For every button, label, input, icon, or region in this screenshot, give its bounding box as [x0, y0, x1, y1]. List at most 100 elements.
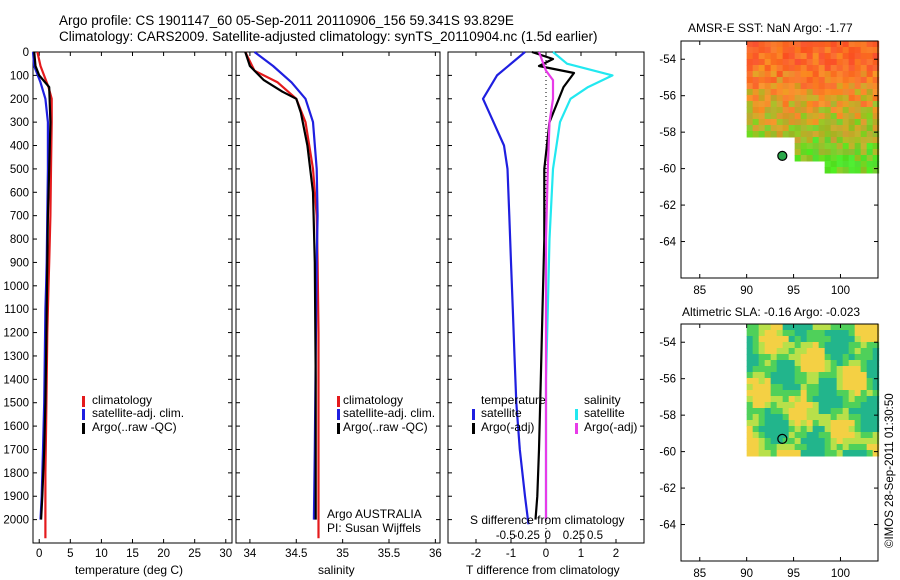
- map-cell: [854, 143, 862, 150]
- map-cell: [854, 444, 862, 451]
- map-cell: [854, 432, 862, 439]
- map-cell: [758, 360, 766, 367]
- map-frame: [680, 323, 879, 562]
- map-cell: [812, 83, 820, 90]
- map-cell: [848, 119, 856, 126]
- map-cell: [848, 420, 856, 427]
- map-cell: [746, 414, 754, 421]
- map-cell: [866, 366, 874, 373]
- map-cell: [806, 384, 814, 391]
- map-cell: [788, 47, 796, 54]
- map-cell: [800, 378, 808, 385]
- map-cell: [836, 131, 844, 138]
- x-tick-label: 36: [429, 548, 442, 560]
- map-cell: [872, 348, 880, 355]
- map-cell: [812, 360, 820, 367]
- map-cell: [830, 71, 838, 78]
- map-cell: [782, 125, 790, 132]
- depth-tick-label: 1600: [3, 421, 29, 433]
- series-t-satellite: [481, 51, 530, 525]
- map-cell: [746, 131, 754, 138]
- legend-swatch: [82, 423, 85, 434]
- map-cell: [788, 113, 796, 120]
- map-cell: [854, 101, 862, 108]
- map-cell: [776, 354, 784, 361]
- map-cell: [824, 65, 832, 72]
- map-cell: [836, 426, 844, 433]
- map-cell: [782, 101, 790, 108]
- map-cell: [848, 324, 856, 331]
- map-cell: [812, 137, 820, 144]
- map-cell: [836, 137, 844, 144]
- map-cell: [860, 420, 868, 427]
- map-cell: [872, 95, 880, 102]
- map-cell: [824, 83, 832, 90]
- map-cell: [800, 155, 808, 162]
- t-difference-axis-label: T difference from climatology: [466, 563, 620, 577]
- map-cell: [866, 155, 874, 162]
- map-cell: [866, 119, 874, 126]
- lat-tick-label: -58: [659, 127, 676, 139]
- map-cell: [806, 414, 814, 421]
- legend-argo: Argo(..raw -QC): [92, 420, 177, 434]
- map-cell: [764, 131, 772, 138]
- lon-tick-label: 85: [693, 568, 706, 580]
- map-cell: [776, 438, 784, 445]
- map-cell: [800, 83, 808, 90]
- map-cell: [806, 336, 814, 343]
- map-cell: [860, 354, 868, 361]
- map-cell: [770, 324, 778, 331]
- map-cell: [806, 426, 814, 433]
- map-cell: [848, 101, 856, 108]
- map-cell: [854, 408, 862, 415]
- map-cell: [824, 101, 832, 108]
- map-cell: [758, 324, 766, 331]
- map-cell: [758, 414, 766, 421]
- map-cell: [776, 65, 784, 72]
- map-cell: [872, 83, 880, 90]
- map-cell: [860, 149, 868, 156]
- map-cell: [782, 131, 790, 138]
- map-cell: [824, 324, 832, 331]
- map-cell: [860, 390, 868, 397]
- map-cell: [800, 342, 808, 349]
- map-cell: [800, 360, 808, 367]
- map-cell: [770, 65, 778, 72]
- map-cell: [866, 396, 874, 403]
- map-cell: [770, 432, 778, 439]
- map-cell: [782, 59, 790, 66]
- map-cell: [842, 384, 850, 391]
- map-cell: [872, 161, 880, 168]
- map-cell: [776, 336, 784, 343]
- legend-climatology-2: climatology: [343, 393, 404, 407]
- map-cell: [752, 372, 760, 379]
- map-cell: [746, 101, 754, 108]
- map-cell: [848, 330, 856, 337]
- map-cell: [842, 143, 850, 150]
- map-cell: [770, 390, 778, 397]
- map-cell: [764, 408, 772, 415]
- map-cell: [782, 390, 790, 397]
- map-cell: [764, 324, 772, 331]
- map-cell: [842, 450, 850, 457]
- map-cell: [866, 101, 874, 108]
- map-cell: [758, 65, 766, 72]
- map-cell: [806, 107, 814, 114]
- map-cell: [788, 438, 796, 445]
- map-cell: [770, 77, 778, 84]
- map-cell: [806, 390, 814, 397]
- map-cell: [812, 95, 820, 102]
- map-cell: [818, 143, 826, 150]
- map-cell: [764, 336, 772, 343]
- map-cell: [854, 71, 862, 78]
- map-cell: [800, 396, 808, 403]
- map-cell: [854, 360, 862, 367]
- map-cell: [752, 402, 760, 409]
- map-cell: [776, 59, 784, 66]
- map-cell: [764, 71, 772, 78]
- map-cell: [872, 450, 880, 457]
- map-cell: [788, 107, 796, 114]
- map-cell: [776, 119, 784, 126]
- map-cell: [788, 348, 796, 355]
- map-cell: [776, 420, 784, 427]
